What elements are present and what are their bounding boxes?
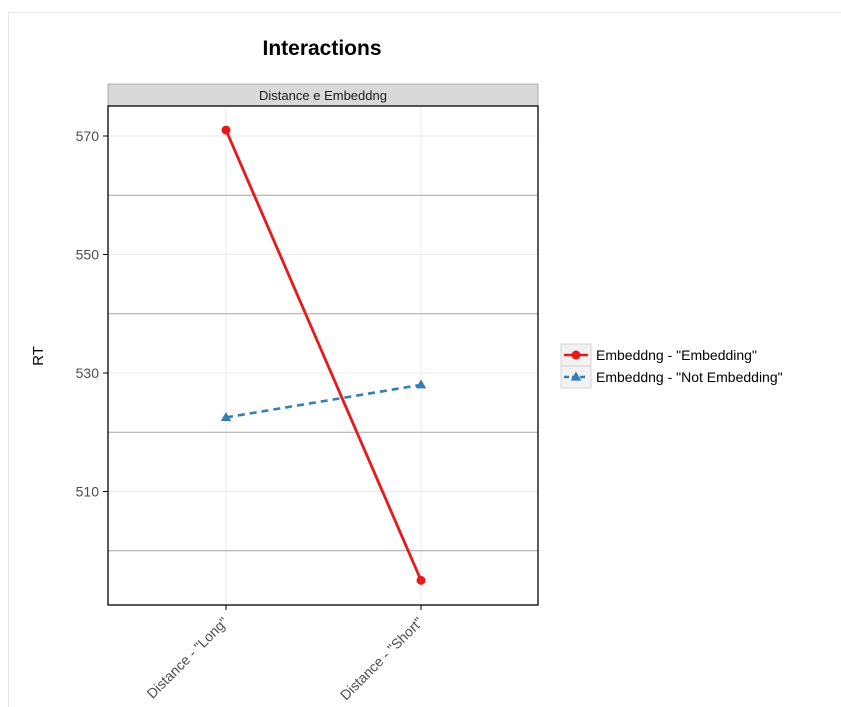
- legend-key-marker: [570, 371, 582, 381]
- legend-label: Embeddng - "Not Embedding": [596, 369, 783, 385]
- series-group: [220, 379, 427, 422]
- figure-frame: [8, 12, 841, 707]
- data-point: [220, 411, 232, 422]
- y-tick-label: 510: [76, 484, 100, 500]
- legend: Embeddng - "Embedding" Embeddng - "Not Em…: [560, 343, 783, 389]
- series-line: [225, 383, 422, 419]
- series-group: [221, 125, 426, 585]
- chart-title: Interactions: [262, 37, 381, 60]
- plot-border: [107, 105, 539, 606]
- data-point: [415, 379, 427, 389]
- y-tick-label: 550: [76, 247, 100, 263]
- y-axis: 510 530 550 570: [76, 128, 108, 500]
- data-point: [221, 125, 231, 135]
- x-axis: Distance - "Long" Distance - "Short": [143, 605, 426, 703]
- y-axis-title: RT: [30, 346, 47, 366]
- data-point: [416, 575, 426, 585]
- facet-strip-label: Distance e Embeddng: [259, 88, 387, 103]
- y-tick-label: 570: [76, 128, 100, 144]
- y-tick-label: 530: [76, 365, 100, 381]
- series-layer: [220, 125, 427, 585]
- x-tick-label: Distance - "Long": [143, 614, 231, 702]
- x-tick-label: Distance - "Short": [337, 614, 426, 703]
- series-line: [224, 129, 423, 581]
- legend-key-marker: [571, 350, 581, 360]
- legend-label: Embeddng - "Embedding": [596, 347, 757, 363]
- gridlines: [108, 106, 538, 605]
